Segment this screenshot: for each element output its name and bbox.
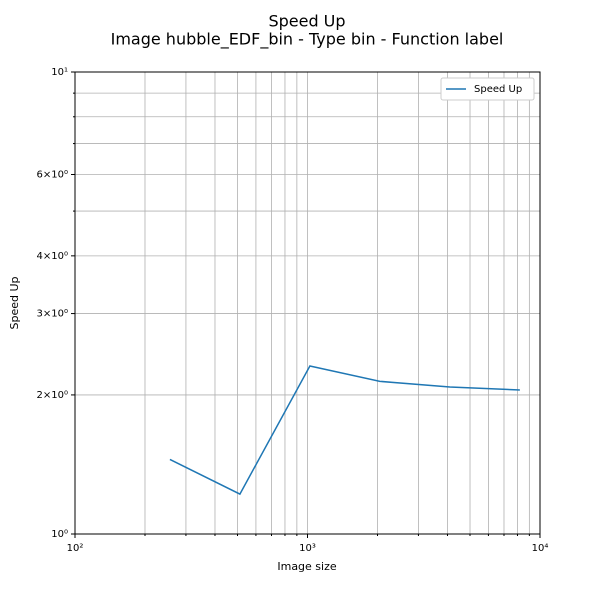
y-tick-label: 10¹ xyxy=(51,67,68,78)
y-axis-label: Speed Up xyxy=(8,276,21,329)
line-series xyxy=(169,365,520,496)
x-tick-label: 10³ xyxy=(299,543,316,554)
y-tick-label: 4×10⁰ xyxy=(37,251,68,262)
x-tick-label: 10⁴ xyxy=(532,543,549,554)
x-tick-label: 10² xyxy=(67,543,84,554)
y-tick-label: 3×10⁰ xyxy=(37,309,68,320)
x-axis-label: Image size xyxy=(277,560,337,573)
chart-title: Speed Up xyxy=(268,12,345,31)
y-tick-label: 6×10⁰ xyxy=(37,169,68,180)
legend-box xyxy=(440,77,535,101)
y-tick-label: 2×10⁰ xyxy=(37,390,68,401)
y-tick-label: 10⁰ xyxy=(51,529,68,540)
chart-subtitle: Image hubble_EDF_bin - Type bin - Functi… xyxy=(111,30,504,50)
plot-frame xyxy=(74,71,541,535)
legend-label: Speed Up xyxy=(474,84,522,95)
